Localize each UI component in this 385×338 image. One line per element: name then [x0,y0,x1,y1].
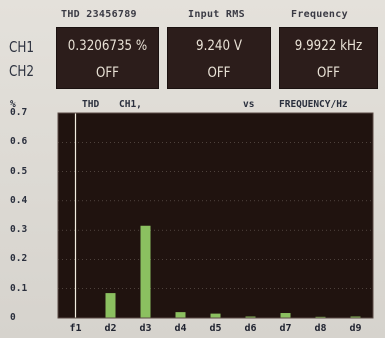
ch2-frequency-value: OFF [316,65,341,81]
x-tick-label-d9: d9 [349,323,361,334]
x-tick-label-d8: d8 [314,323,326,334]
x-tick-label-d5: d5 [209,323,221,334]
y-tick-label: 0.6 [10,136,28,148]
plot-border [57,112,374,319]
measure-label: THD [82,99,100,110]
plot-area [58,113,373,318]
y-tick-label: 0.1 [10,282,28,294]
ch2-row-label: CH2 [9,62,35,80]
ch2-thd-value: OFF [95,65,120,81]
y-tick-label: 0 [10,312,16,323]
x-tick-label-d3: d3 [139,323,151,334]
ch1-frequency-value: 9.9922 kHz [294,38,363,54]
bar-harmonic-d5 [210,313,221,318]
bar-harmonic-d6 [245,316,256,319]
bar-harmonic-d9 [350,316,361,319]
channel-label: CH1, [119,99,142,110]
bar-harmonic-d4 [175,312,186,318]
frequency-readout-box: 9.9922 kHz OFF [279,27,378,89]
ch1-thd-value: 0.3206735 % [67,38,148,54]
y-tick-label: 0.5 [10,165,28,177]
ch2-input-rms-value: OFF [207,65,231,81]
input-rms-column-header: Input RMS [188,9,245,20]
y-tick-label: 0.2 [10,253,28,265]
input-rms-readout-box: 9.240 V OFF [167,27,271,89]
bar-harmonic-d3 [140,225,151,318]
y-tick-label: 0.7 [10,107,28,118]
x-measure-label: FREQUENCY/Hz [279,99,348,110]
bar-harmonic-d7 [280,313,291,318]
y-tick-label: 0.3 [10,224,28,236]
x-tick-label-d7: d7 [279,323,291,334]
frequency-column-header: Frequency [291,9,348,20]
vs-label: vs [243,99,255,110]
thd-readout-box: 0.3206735 % OFF [56,27,159,89]
x-tick-label-d2: d2 [104,323,116,334]
x-tick-label-d4: d4 [174,323,186,334]
y-tick-label: 0.4 [10,194,28,206]
x-tick-label-d6: d6 [244,323,256,334]
ch1-row-label: CH1 [9,38,35,56]
y-unit-label: % [10,99,16,110]
bar-harmonic-d2 [105,293,116,318]
x-tick-label-f1: f1 [69,323,81,334]
thd-column-header: THD 23456789 [61,9,137,20]
ch1-input-rms-value: 9.240 V [195,38,242,54]
